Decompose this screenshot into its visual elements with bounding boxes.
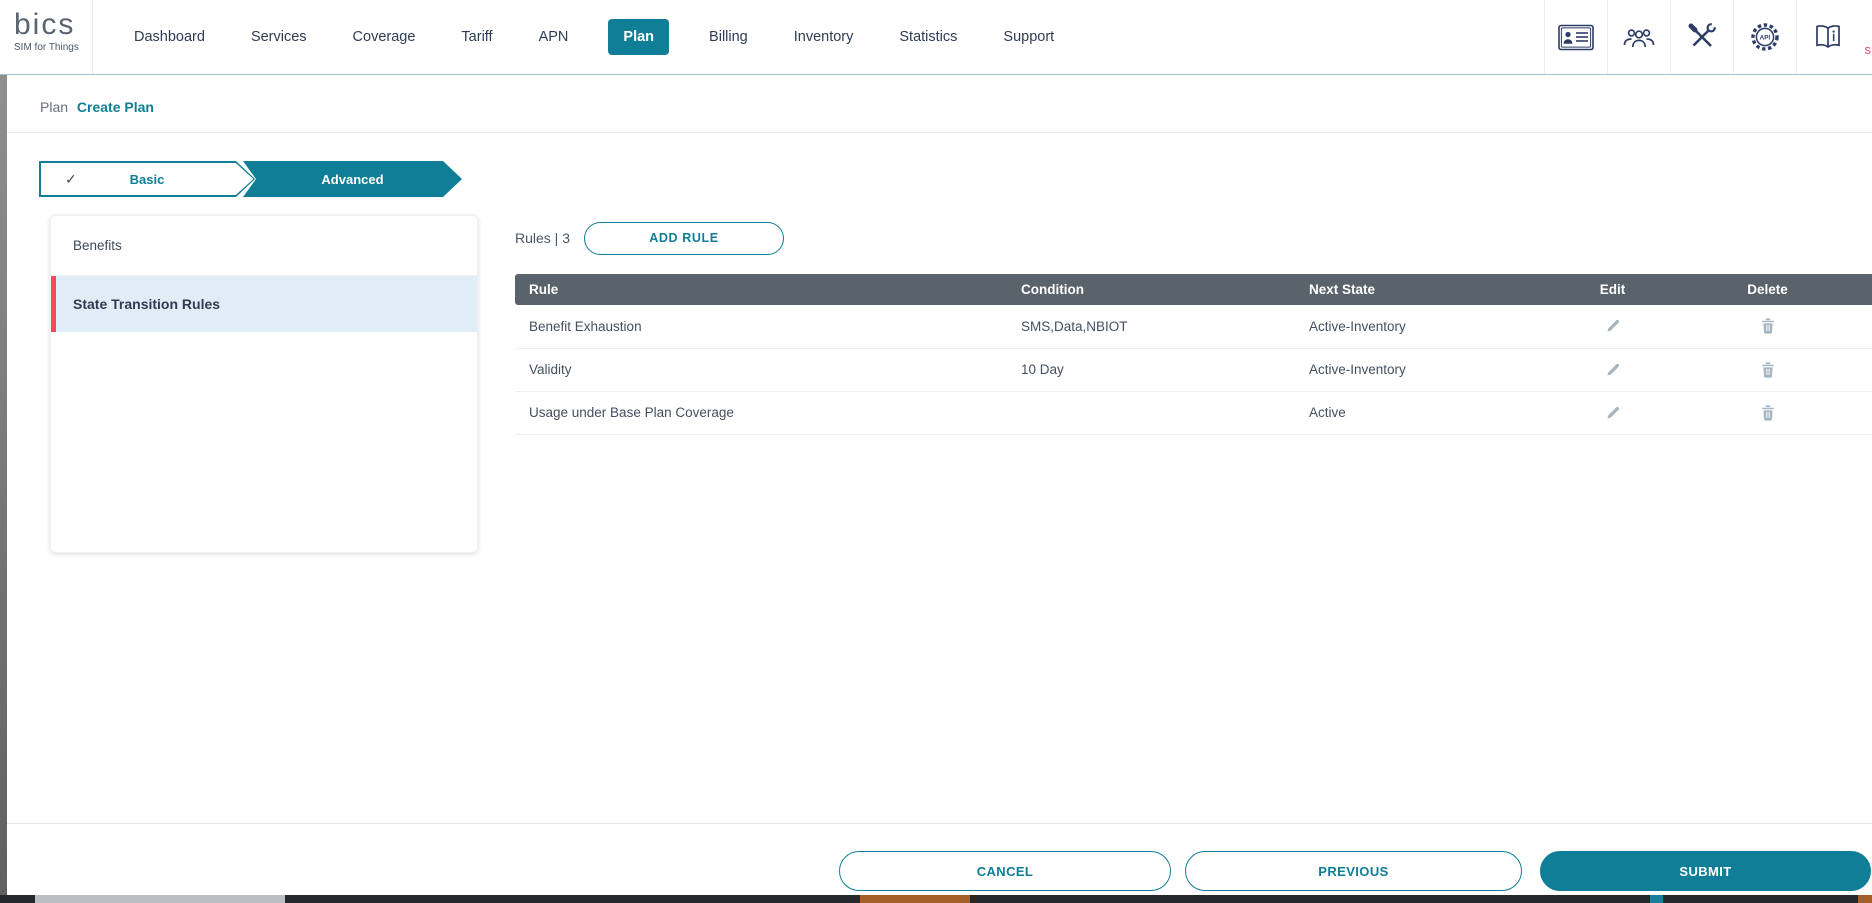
nav-item-support[interactable]: Support xyxy=(1003,29,1055,45)
condition-cell xyxy=(1007,391,1295,435)
horizontal-scrollbar[interactable] xyxy=(0,895,1872,903)
users-icon[interactable] xyxy=(1607,0,1670,74)
rule-cell: Benefit Exhaustion xyxy=(515,305,1007,349)
edit-rule-button[interactable] xyxy=(1601,314,1625,338)
submit-button[interactable]: SUBMIT xyxy=(1540,851,1871,891)
scrollbar-segment xyxy=(860,895,970,903)
vertical-scrollbar[interactable] xyxy=(0,75,7,895)
table-row: Benefit Exhaustion SMS,Data,NBIOT Active… xyxy=(515,305,1872,349)
pencil-icon xyxy=(1607,320,1619,332)
scrollbar-segment xyxy=(1650,895,1663,903)
guide-book-icon[interactable] xyxy=(1796,0,1859,74)
rule-cell: Validity xyxy=(515,348,1007,392)
col-header-condition: Condition xyxy=(1007,274,1295,305)
nav-item-inventory[interactable]: Inventory xyxy=(793,29,854,45)
nav-item-services[interactable]: Services xyxy=(250,29,307,45)
add-rule-button[interactable]: ADD RULE xyxy=(584,221,784,255)
brand-tagline: SIM for Things xyxy=(14,42,79,53)
basic-step-label: Basic xyxy=(129,171,165,187)
state-transition-rules-label: State Transition Rules xyxy=(73,296,221,312)
delete-rule-button[interactable] xyxy=(1757,358,1779,382)
rules-toolbar: Rules | 3 ADD RULE xyxy=(515,221,784,255)
sidebar-item-benefits[interactable]: Benefits xyxy=(51,216,477,276)
col-header-next-state: Next State xyxy=(1295,274,1535,305)
wizard-step-advanced[interactable]: Advanced xyxy=(243,161,462,197)
scrollbar-thumb[interactable] xyxy=(35,895,285,903)
col-header-edit: Edit xyxy=(1535,274,1690,305)
table-row: Usage under Base Plan Coverage Active xyxy=(515,391,1872,435)
basic-step-fill xyxy=(41,163,254,196)
nav-item-plan[interactable]: Plan xyxy=(608,19,670,55)
nav-item-coverage[interactable]: Coverage xyxy=(352,29,416,45)
header-action-icons: API xyxy=(1544,0,1859,74)
main-nav: Dashboard Services Coverage Tariff APN P… xyxy=(128,0,1060,74)
nav-item-tariff[interactable]: Tariff xyxy=(461,29,493,45)
rules-count: Rules | 3 xyxy=(515,230,570,246)
cancel-button[interactable]: CANCEL xyxy=(839,851,1171,891)
col-header-filler xyxy=(1845,274,1872,305)
next-state-cell: Active xyxy=(1295,391,1535,435)
advanced-step-label: Advanced xyxy=(321,171,384,187)
rules-table: Rule Condition Next State Edit Delete Be… xyxy=(515,274,1872,435)
clipped-edge-text: s xyxy=(1864,42,1872,57)
col-header-delete: Delete xyxy=(1690,274,1845,305)
col-header-rule: Rule xyxy=(515,274,1007,305)
delete-rule-button[interactable] xyxy=(1757,401,1779,425)
rule-cell: Usage under Base Plan Coverage xyxy=(515,391,1007,435)
tools-icon[interactable] xyxy=(1670,0,1733,74)
trash-icon xyxy=(1761,404,1774,421)
id-card-icon[interactable] xyxy=(1544,0,1607,74)
header-divider xyxy=(92,0,93,74)
scrollbar-segment xyxy=(1858,895,1872,903)
previous-button[interactable]: PREVIOUS xyxy=(1185,851,1522,891)
trash-icon xyxy=(1761,361,1774,378)
wizard-steps: ✓ Basic Advanced xyxy=(0,161,500,197)
sidebar-item-state-transition-rules[interactable]: State Transition Rules xyxy=(51,276,477,332)
brand-logo[interactable]: bics SIM for Things xyxy=(14,8,80,54)
check-icon: ✓ xyxy=(65,170,77,187)
top-navigation-bar: bics SIM for Things Dashboard Services C… xyxy=(0,0,1872,75)
nav-item-statistics[interactable]: Statistics xyxy=(899,29,958,45)
breadcrumb-create-plan: Create Plan xyxy=(76,99,154,115)
breadcrumb: Plan Create Plan xyxy=(0,75,1872,133)
api-gear-icon[interactable]: API xyxy=(1733,0,1796,74)
edit-rule-button[interactable] xyxy=(1601,401,1625,425)
next-state-cell: Active-Inventory xyxy=(1295,348,1535,392)
next-state-cell: Active-Inventory xyxy=(1295,305,1535,349)
breadcrumb-plan[interactable]: Plan xyxy=(40,99,69,115)
plan-create-page: Plan Create Plan ✓ Basic Advanced Benefi… xyxy=(0,75,1872,895)
plan-sections-panel: Benefits State Transition Rules xyxy=(50,215,478,553)
wizard-step-basic[interactable]: ✓ Basic xyxy=(39,161,255,197)
table-header-row: Rule Condition Next State Edit Delete xyxy=(515,274,1872,305)
api-gear-label: API xyxy=(1760,35,1771,42)
brand-name: bics xyxy=(14,8,76,41)
nav-item-dashboard[interactable]: Dashboard xyxy=(134,29,205,45)
edit-rule-button[interactable] xyxy=(1601,358,1625,382)
condition-cell: 10 Day xyxy=(1007,348,1295,392)
delete-rule-button[interactable] xyxy=(1757,314,1779,338)
trash-icon xyxy=(1761,318,1774,334)
condition-cell: SMS,Data,NBIOT xyxy=(1007,305,1295,349)
table-row: Validity 10 Day Active-Inventory xyxy=(515,348,1872,392)
nav-item-billing[interactable]: Billing xyxy=(709,29,748,45)
nav-item-apn[interactable]: APN xyxy=(538,29,569,45)
benefits-label: Benefits xyxy=(73,238,122,253)
wizard-footer: CANCEL PREVIOUS SUBMIT xyxy=(0,823,1872,895)
pencil-icon xyxy=(1607,363,1619,375)
pencil-icon xyxy=(1607,406,1619,418)
